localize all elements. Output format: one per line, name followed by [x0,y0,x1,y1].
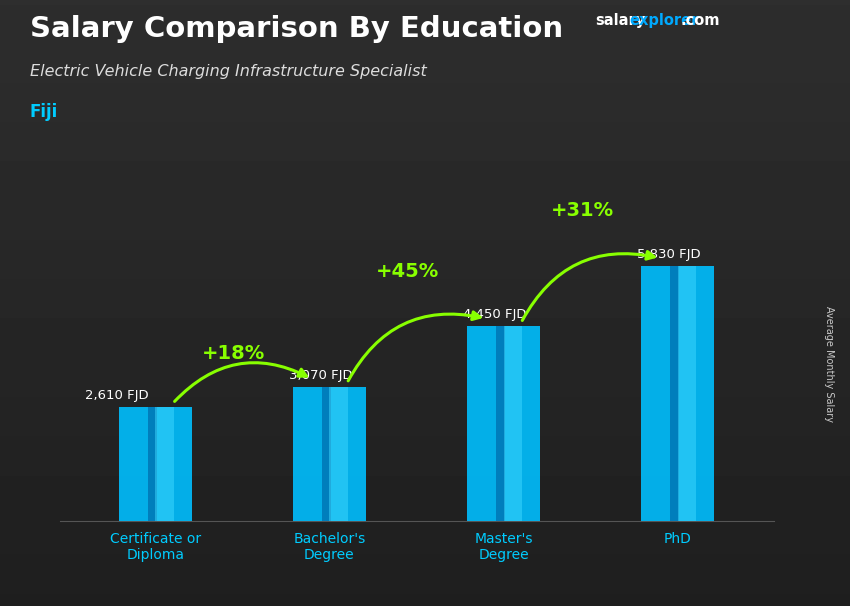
Text: 4,450 FJD: 4,450 FJD [463,308,527,321]
Bar [148,407,156,521]
Text: Salary Comparison By Education: Salary Comparison By Education [30,15,563,43]
Text: .com: .com [680,13,719,28]
Text: +18%: +18% [202,344,265,364]
Text: +31%: +31% [551,201,614,221]
Text: 3,070 FJD: 3,070 FJD [289,368,353,382]
Text: 5,830 FJD: 5,830 FJD [638,248,700,261]
Text: +45%: +45% [377,262,439,281]
Bar [467,327,540,521]
Bar [293,387,366,521]
Bar [671,266,679,521]
Bar [496,327,505,521]
Text: Electric Vehicle Charging Infrastructure Specialist: Electric Vehicle Charging Infrastructure… [30,64,427,79]
Bar [503,327,522,521]
Text: 2,610 FJD: 2,610 FJD [85,388,149,402]
Bar [119,407,192,521]
Bar [156,407,173,521]
Text: explorer: explorer [630,13,700,28]
Text: salary: salary [595,13,645,28]
Bar [641,266,714,521]
Bar [330,387,348,521]
Bar [322,387,331,521]
Text: Average Monthly Salary: Average Monthly Salary [824,305,834,422]
Text: Fiji: Fiji [30,103,58,121]
Bar [677,266,696,521]
